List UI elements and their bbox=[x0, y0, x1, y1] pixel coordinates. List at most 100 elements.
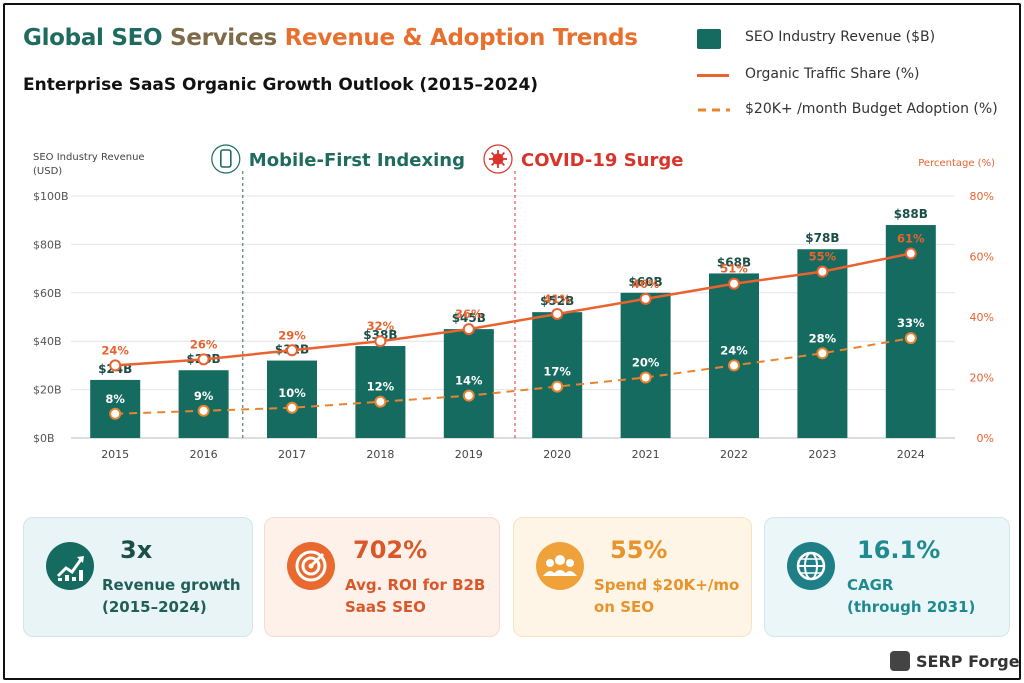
stat-desc-cagr: CAGR (through 2031) bbox=[847, 574, 975, 618]
budget-adoption-point bbox=[816, 347, 829, 360]
chart-subtitle: Enterprise SaaS Organic Growth Outlook (… bbox=[23, 75, 539, 95]
organic-traffic-line bbox=[115, 252, 912, 367]
brand-logo-icon bbox=[890, 651, 910, 671]
stat-desc-roi: Avg. ROI for B2B SaaS SEO bbox=[345, 574, 485, 618]
organic-traffic-value-label: 51% bbox=[720, 262, 748, 276]
left-axis-title-unit: (USD) bbox=[33, 166, 62, 177]
stat-desc-line2: (through 2031) bbox=[847, 598, 976, 616]
virus-spike bbox=[500, 161, 506, 167]
brand-name: SERP Forge bbox=[916, 652, 1020, 671]
infographic-frame: Global SEO Services Revenue & Adoption T… bbox=[3, 3, 1021, 680]
budget-adoption-point bbox=[374, 395, 387, 408]
left-axis-title: SEO Industry Revenue bbox=[33, 152, 145, 163]
title-part-2: Services bbox=[170, 25, 277, 51]
budget-adoption-value-label: 24% bbox=[720, 343, 748, 357]
bar-2019 bbox=[443, 329, 494, 438]
y-tick-label-right: 80% bbox=[970, 190, 994, 203]
x-tick-label: 2021 bbox=[632, 448, 660, 461]
legend-item-bars: SEO Industry Revenue ($B) bbox=[697, 29, 1017, 51]
bar-2018 bbox=[355, 346, 406, 438]
stat-desc-budget: Spend $20K+/mo on SEO bbox=[594, 574, 739, 618]
stat-value-cagr: 16.1% bbox=[857, 536, 941, 564]
budget-adoption-point bbox=[551, 380, 564, 393]
x-tick-label: 2018 bbox=[366, 448, 394, 461]
legend-label-dashed: $20K+ /month Budget Adoption (%) bbox=[745, 101, 998, 117]
stat-desc-line2: (2015–2024) bbox=[102, 598, 207, 616]
stat-card-cagr: 16.1% CAGR (through 2031) bbox=[764, 517, 1010, 637]
budget-adoption-value-label: 10% bbox=[278, 386, 306, 400]
organic-traffic-point bbox=[816, 265, 829, 278]
bar-value-label: $88B bbox=[894, 207, 928, 221]
x-tick-label: 2016 bbox=[190, 448, 218, 461]
x-tick-label: 2017 bbox=[278, 448, 306, 461]
budget-adoption-value-label: 14% bbox=[455, 374, 483, 388]
stat-value-roi: 702% bbox=[353, 536, 428, 564]
x-tick-label: 2019 bbox=[455, 448, 483, 461]
organic-traffic-point bbox=[462, 323, 475, 336]
virus-icon bbox=[492, 153, 504, 165]
chart-title: Global SEO Services Revenue & Adoption T… bbox=[23, 25, 638, 51]
organic-traffic-value-label: 55% bbox=[809, 250, 837, 264]
budget-adoption-point bbox=[286, 401, 298, 414]
x-tick-label: 2022 bbox=[720, 448, 748, 461]
legend-item-dashed: $20K+ /month Budget Adoption (%) bbox=[697, 101, 1017, 123]
legend-label-line: Organic Traffic Share (%) bbox=[745, 66, 920, 82]
organic-traffic-value-label: 24% bbox=[101, 343, 129, 357]
stat-desc-line1: CAGR bbox=[847, 576, 894, 594]
budget-adoption-value-label: 8% bbox=[105, 392, 125, 406]
stat-value-revenue-growth: 3x bbox=[120, 536, 153, 564]
x-tick-label: 2020 bbox=[543, 448, 571, 461]
legend-item-line: Organic Traffic Share (%) bbox=[697, 66, 1017, 88]
y-tick-label-right: 60% bbox=[970, 251, 994, 264]
bar-value-label: $60B bbox=[628, 275, 662, 289]
title-part-1: Global SEO bbox=[23, 25, 163, 51]
virus-spike bbox=[490, 151, 496, 157]
bar-value-label: $45B bbox=[452, 311, 486, 325]
organic-traffic-value-label: 36% bbox=[455, 307, 483, 321]
budget-adoption-point bbox=[197, 404, 210, 417]
organic-traffic-point bbox=[728, 277, 740, 290]
stat-desc-line2: SaaS SEO bbox=[345, 598, 426, 616]
virus-spike bbox=[500, 151, 506, 157]
bar-value-label: $52B bbox=[540, 294, 574, 308]
virus-spike bbox=[490, 161, 496, 167]
organic-traffic-value-label: 46% bbox=[632, 277, 660, 291]
mobile-first-indexing-icon bbox=[211, 144, 241, 174]
bar-2021 bbox=[620, 292, 671, 438]
organic-traffic-point bbox=[109, 359, 122, 372]
globe-icon bbox=[787, 542, 835, 590]
budget-adoption-point bbox=[109, 407, 122, 420]
y-tick-label-right: 0% bbox=[977, 432, 994, 445]
y-tick-label-left: $20B bbox=[33, 384, 62, 397]
budget-adoption-point bbox=[462, 389, 475, 402]
y-tick-label-right: 20% bbox=[970, 372, 994, 385]
event-label-covid-19-surge: COVID-19 Surge bbox=[521, 150, 683, 171]
stat-card-roi: 702% Avg. ROI for B2B SaaS SEO bbox=[264, 517, 500, 637]
y-tick-label-left: $80B bbox=[33, 238, 62, 251]
organic-traffic-point bbox=[197, 353, 210, 366]
organic-traffic-value-label: 29% bbox=[278, 328, 306, 342]
stat-desc-revenue-growth: Revenue growth (2015–2024) bbox=[102, 574, 241, 618]
budget-adoption-value-label: 17% bbox=[543, 365, 571, 379]
stat-value-budget: 55% bbox=[610, 536, 668, 564]
budget-adoption-value-label: 9% bbox=[194, 389, 214, 403]
brand-mark: SERP Forge bbox=[890, 651, 1020, 671]
combo-chart: SEO Industry Revenue (USD) Percentage (%) $… bbox=[33, 144, 995, 461]
y-tick-label-left: $100B bbox=[33, 190, 69, 203]
organic-traffic-point bbox=[639, 292, 652, 305]
budget-adoption-value-label: 33% bbox=[897, 316, 925, 330]
stat-desc-line1: Revenue growth bbox=[102, 576, 241, 594]
organic-traffic-point bbox=[286, 344, 298, 357]
organic-traffic-value-label: 61% bbox=[897, 231, 925, 245]
target-icon bbox=[287, 542, 335, 590]
stat-card-revenue-growth: 3x Revenue growth (2015–2024) bbox=[23, 517, 253, 637]
bar-2024 bbox=[885, 225, 936, 438]
y-tick-label-left: $40B bbox=[33, 335, 62, 348]
organic-traffic-point bbox=[904, 247, 917, 260]
bar-2016 bbox=[178, 370, 229, 438]
budget-adoption-value-label: 28% bbox=[809, 331, 837, 345]
bar-value-label: $68B bbox=[717, 255, 751, 269]
stat-desc-line2: on SEO bbox=[594, 598, 655, 616]
phone-icon bbox=[220, 149, 232, 168]
budget-adoption-point bbox=[639, 371, 652, 384]
